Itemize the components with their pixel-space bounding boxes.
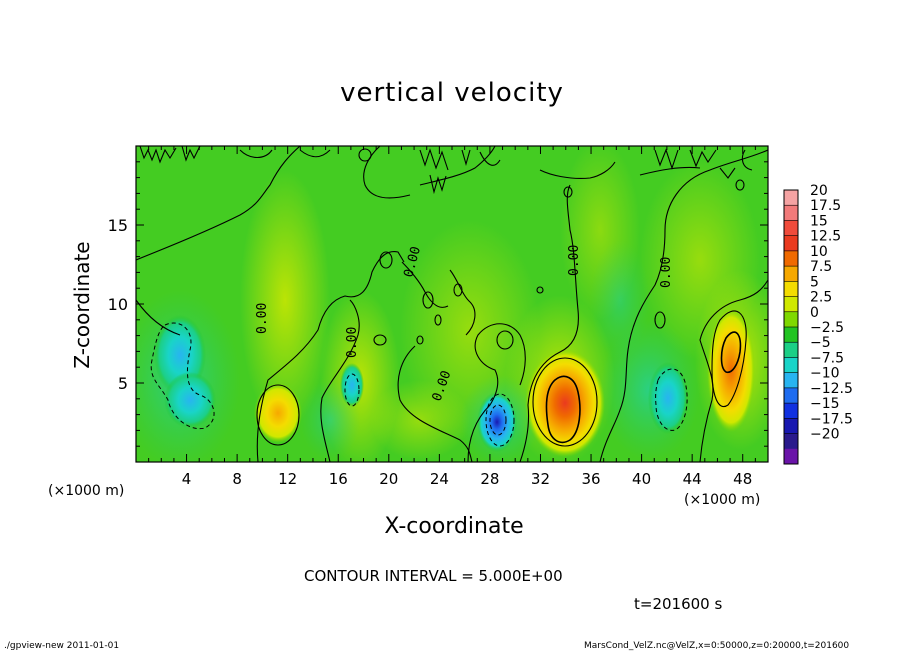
y-tick-label: 15: [108, 216, 128, 235]
colorbar-label: 10: [810, 244, 828, 260]
colorbar: 2017.51512.5107.552.50−2.5−5−7.5−10−12.5…: [783, 183, 853, 465]
colorbar-label: 2.5: [810, 290, 832, 306]
colorbar-label: −17.5: [810, 411, 853, 427]
updraft-cell: [254, 383, 302, 443]
colorbar-label: −20: [810, 427, 840, 443]
x-tick-label: 36: [581, 470, 600, 488]
y-axis-unit: (×1000 m): [48, 483, 125, 499]
colorbar-label: 15: [810, 213, 828, 229]
colorbar-label: −7.5: [810, 350, 844, 366]
time-label: t=201600 s: [634, 595, 723, 613]
updraft-cell: [525, 349, 605, 457]
x-tick-label: 20: [379, 470, 398, 488]
colorbar-swatch: [784, 357, 798, 374]
footer-right: MarsCond_VelZ.nc@VelZ,x=0:50000,z=0:2000…: [584, 641, 850, 651]
x-tick-label: 44: [683, 470, 702, 488]
downdraft-cell: [164, 372, 216, 428]
colorbar-swatch: [784, 281, 798, 298]
x-tick-label: 16: [329, 470, 348, 488]
x-tick-label: 32: [531, 470, 550, 488]
colorbar-label: −15: [810, 396, 840, 412]
x-tick-label: 48: [733, 470, 752, 488]
x-tick-label: 40: [632, 470, 651, 488]
x-tick-label: 28: [480, 470, 499, 488]
colorbar-label: 0: [810, 305, 819, 321]
contour-label: 0.00: [255, 303, 270, 334]
colorbar-swatch: [784, 250, 798, 267]
colorbar-swatch: [784, 372, 798, 389]
colorbar-swatch: [784, 266, 798, 282]
colorbar-label: 5: [810, 274, 819, 290]
colorbar-label: 17.5: [810, 198, 841, 214]
colorbar-swatch: [784, 418, 798, 435]
colorbar-label: −2.5: [810, 320, 844, 336]
y-axis-label: Z-coordinate: [70, 241, 94, 369]
y-tick-label: 10: [108, 295, 128, 314]
x-axis-unit: (×1000 m): [684, 492, 761, 508]
colorbar-swatch: [784, 296, 798, 313]
colorbar-swatch: [784, 205, 798, 221]
contour-label: 0.00: [567, 245, 582, 276]
colorbar-swatch: [784, 235, 798, 252]
plot-area: 0.00 0.00 0.00 0.00 0.00 0.00: [136, 146, 768, 462]
chart-title: vertical velocity: [340, 78, 564, 108]
colorbar-swatch: [784, 311, 798, 328]
contour-interval: CONTOUR INTERVAL = 5.000E+00: [304, 567, 563, 585]
colorbar-label: −5: [810, 335, 831, 351]
x-tick-label: 8: [232, 470, 242, 488]
x-axis-label: X-coordinate: [384, 514, 524, 539]
contour-label: 0.00: [659, 257, 674, 288]
colorbar-label: 7.5: [810, 259, 832, 275]
footer-left: ./gpview-new 2011-01-01: [4, 641, 120, 651]
colorbar-swatch: [784, 403, 798, 419]
y-tick-label: 5: [118, 374, 128, 393]
colorbar-swatch: [784, 190, 798, 206]
colorbar-swatch: [784, 220, 798, 237]
updraft-cell: [707, 308, 755, 432]
x-tick-label: 12: [278, 470, 297, 488]
colorbar-swatch: [784, 387, 798, 404]
x-tick-label: 24: [430, 470, 449, 488]
colorbar-swatch: [784, 433, 798, 450]
x-tick-label: 4: [182, 470, 192, 488]
colorbar-label: 12.5: [810, 229, 841, 245]
colorbar-swatch: [784, 448, 798, 465]
downdraft-cell: [477, 392, 517, 452]
colorbar-label: −12.5: [810, 381, 853, 397]
colorbar-swatch: [784, 342, 798, 358]
downdraft-cell: [340, 363, 364, 407]
colorbar-swatch: [784, 327, 798, 343]
colorbar-label: −10: [810, 366, 840, 382]
colorbar-label: 20: [810, 183, 828, 199]
contour-label: 0.00: [345, 327, 360, 358]
